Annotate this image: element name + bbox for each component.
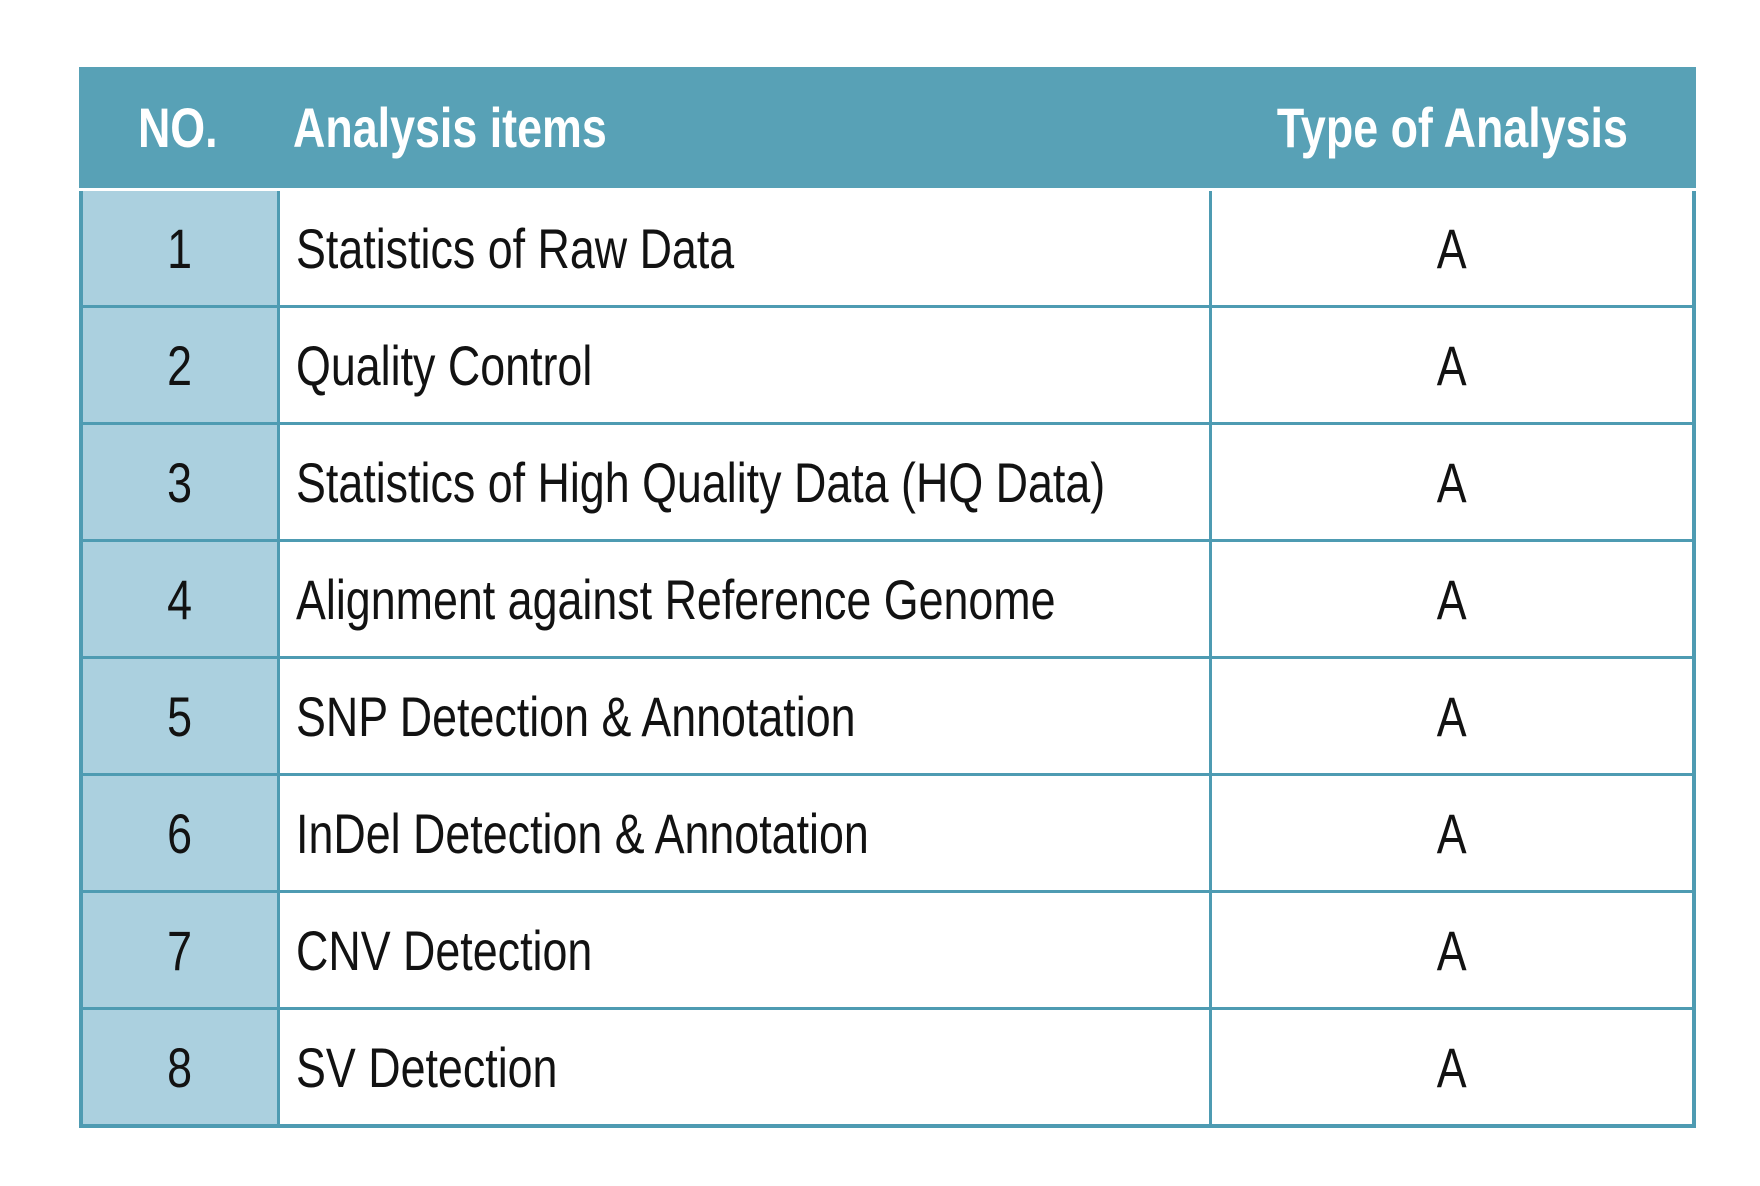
analysis-items-table: NO. Analysis items Type of Analysis 1 St… [79, 67, 1696, 1128]
row-number: 1 [167, 216, 193, 280]
table-header-row: NO. Analysis items Type of Analysis [79, 67, 1696, 188]
table-row: 2 Quality Control A [83, 308, 1692, 422]
row-number-cell: 6 [83, 776, 277, 890]
analysis-item-text: Quality Control [296, 333, 593, 397]
analysis-type-text: A [1437, 1035, 1467, 1099]
analysis-item-text: SNP Detection & Annotation [296, 684, 856, 748]
row-number-cell: 8 [83, 1010, 277, 1124]
row-number: 4 [167, 567, 193, 631]
table-row: 8 SV Detection A [83, 1010, 1692, 1124]
analysis-item-text: Alignment against Reference Genome [296, 567, 1056, 631]
row-number-cell: 1 [83, 191, 277, 305]
table-body: 1 Statistics of Raw Data A 2 Quality Con… [79, 191, 1696, 1128]
analysis-type-text: A [1437, 918, 1467, 982]
row-number: 3 [167, 450, 193, 514]
analysis-item-text: InDel Detection & Annotation [296, 801, 869, 865]
analysis-item-cell: Statistics of Raw Data [280, 191, 1209, 305]
row-number: 7 [167, 918, 193, 982]
analysis-type-cell: A [1212, 776, 1692, 890]
analysis-item-cell: SV Detection [280, 1010, 1209, 1124]
analysis-type-cell: A [1212, 659, 1692, 773]
analysis-type-text: A [1437, 567, 1467, 631]
row-number-cell: 7 [83, 893, 277, 1007]
row-number: 2 [167, 333, 193, 397]
analysis-type-cell: A [1212, 308, 1692, 422]
analysis-item-text: SV Detection [296, 1035, 558, 1099]
row-number-cell: 5 [83, 659, 277, 773]
row-number-cell: 3 [83, 425, 277, 539]
row-number-cell: 2 [83, 308, 277, 422]
column-header-no-label: NO. [138, 96, 218, 159]
row-number-cell: 4 [83, 542, 277, 656]
table-row: 6 InDel Detection & Annotation A [83, 776, 1692, 890]
analysis-type-text: A [1437, 801, 1467, 865]
analysis-item-cell: SNP Detection & Annotation [280, 659, 1209, 773]
column-header-no: NO. [79, 67, 277, 188]
analysis-type-cell: A [1212, 1010, 1692, 1124]
row-number: 6 [167, 801, 193, 865]
table-row: 1 Statistics of Raw Data A [83, 191, 1692, 305]
analysis-item-text: CNV Detection [296, 918, 593, 982]
analysis-item-text: Statistics of High Quality Data (HQ Data… [296, 450, 1106, 514]
table-row: 5 SNP Detection & Annotation A [83, 659, 1692, 773]
column-header-analysis-items: Analysis items [277, 67, 1209, 188]
row-number: 5 [167, 684, 193, 748]
analysis-item-cell: CNV Detection [280, 893, 1209, 1007]
analysis-type-cell: A [1212, 893, 1692, 1007]
row-number: 8 [167, 1035, 193, 1099]
column-header-type-of-analysis-label: Type of Analysis [1276, 96, 1629, 159]
table-row: 7 CNV Detection A [83, 893, 1692, 1007]
analysis-item-cell: Statistics of High Quality Data (HQ Data… [280, 425, 1209, 539]
analysis-item-cell: Quality Control [280, 308, 1209, 422]
analysis-type-cell: A [1212, 425, 1692, 539]
table-row: 4 Alignment against Reference Genome A [83, 542, 1692, 656]
analysis-type-text: A [1437, 684, 1467, 748]
table-row: 3 Statistics of High Quality Data (HQ Da… [83, 425, 1692, 539]
analysis-item-text: Statistics of Raw Data [296, 216, 735, 280]
analysis-item-cell: Alignment against Reference Genome [280, 542, 1209, 656]
analysis-type-text: A [1437, 450, 1467, 514]
analysis-type-text: A [1437, 333, 1467, 397]
analysis-type-cell: A [1212, 542, 1692, 656]
analysis-type-cell: A [1212, 191, 1692, 305]
column-header-analysis-items-label: Analysis items [293, 96, 607, 159]
column-header-type-of-analysis: Type of Analysis [1209, 67, 1696, 188]
analysis-item-cell: InDel Detection & Annotation [280, 776, 1209, 890]
analysis-type-text: A [1437, 216, 1467, 280]
